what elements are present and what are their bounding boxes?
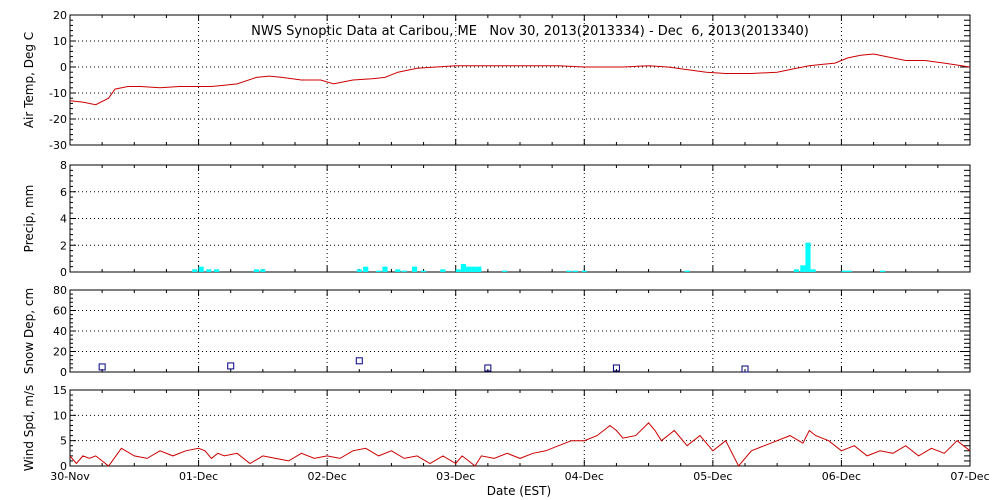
precip-bar [572,270,578,272]
precip-bar [841,270,847,272]
snow-ytick-label: 40 [53,325,67,338]
snow-depth-point [98,363,106,371]
precip-bar [800,265,806,272]
precip-bar [395,269,401,272]
precip-bar [466,266,472,272]
temperature-ytick-label: -10 [49,87,67,100]
precip-bar [376,270,382,272]
snow-depth-point [355,357,363,365]
precip-bar [846,270,852,272]
precip-bar [260,269,266,272]
precip-bar [581,270,587,272]
x-tick-label: 02-Dec [308,470,347,483]
precip-bar [421,270,427,272]
precip-bar [412,266,418,272]
temperature-ytick-label: 20 [53,9,67,22]
precip-bar [502,270,508,272]
precip-bar [684,270,690,272]
wind-frame [69,389,971,467]
precip-ytick-label: 2 [60,239,67,252]
wind-ytick-label: 0 [60,460,67,473]
chart-panels: -30 -20 -10 0 10 20 Air Temp, Deg C 0 2 4 6 8 Precip… [22,9,990,483]
snow-ytick-label: 0 [60,366,67,379]
precip-bar [192,269,198,272]
wind-series-line [69,422,971,467]
temperature-panel: -30 -20 -10 0 10 20 Air Temp, Deg C [22,9,971,152]
precip-bar [440,269,446,272]
precip-ytick-label: 6 [60,186,67,199]
precip-ytick-label: 8 [60,159,67,172]
snow-depth-point [227,362,235,370]
precip-bar [793,269,799,272]
snow-depth-point [612,364,620,372]
precip-bar [253,269,259,272]
precip-bar [401,270,407,272]
precip-bar [206,269,212,272]
x-tick-label: 06-Dec [822,470,861,483]
precip-bar [810,269,816,272]
precip-bar [471,266,477,272]
precip-bar [476,266,482,272]
precip-bar [455,269,461,272]
temperature-ytick-label: -20 [49,113,67,126]
precip-ylabel: Precip, mm [22,185,36,253]
x-tick-label: 03-Dec [436,470,475,483]
precip-ytick-label: 0 [60,266,67,279]
precip-ytick-label: 4 [60,213,67,226]
x-tick-label: 30-Nov [50,470,90,483]
precip-panel: 0 2 4 6 8 Precip, mm [22,159,971,279]
snow-ytick-label: 20 [53,346,67,359]
snow-depth-point [484,364,492,372]
wind-ytick-label: 5 [60,435,67,448]
wind-ylabel: Wind Spd, m/s [22,385,36,471]
snow-panel: 0 20 40 60 80 Snow Dep, cm [22,284,971,379]
precip-bar [214,269,220,272]
precip-bar [356,269,362,272]
precip-bar [198,266,204,272]
chart-title: NWS Synoptic Data at Caribou, ME Nov 30,… [251,24,809,39]
snow-ylabel: Snow Dep, cm [22,288,36,374]
x-axis-label: Date (EST) [487,484,551,498]
snow-ytick-label: 80 [53,284,67,297]
wind-ytick-label: 15 [53,384,67,397]
x-tick-label: 01-Dec [179,470,218,483]
precip-bar [805,242,811,272]
x-tick-label: 04-Dec [565,470,604,483]
precip-bar [880,270,886,272]
temperature-ytick-label: 0 [60,61,67,74]
precip-bar [382,266,388,272]
precip-bar [363,266,369,272]
precip-bar [460,263,466,272]
x-tick-label: 07-Dec [950,470,989,483]
temperature-ylabel: Air Temp, Deg C [22,32,36,128]
wind-ytick-label: 10 [53,409,67,422]
wind-panel: 0 5 10 15 Wind Spd, m/s [22,384,971,473]
snow-ytick-label: 60 [53,305,67,318]
x-tick-label: 05-Dec [693,470,732,483]
precip-bar [566,270,572,272]
temperature-ytick-label: -30 [49,139,67,152]
temperature-series-line [69,53,971,106]
temperature-ytick-label: 10 [53,35,67,48]
snow-depth-point [741,365,749,373]
